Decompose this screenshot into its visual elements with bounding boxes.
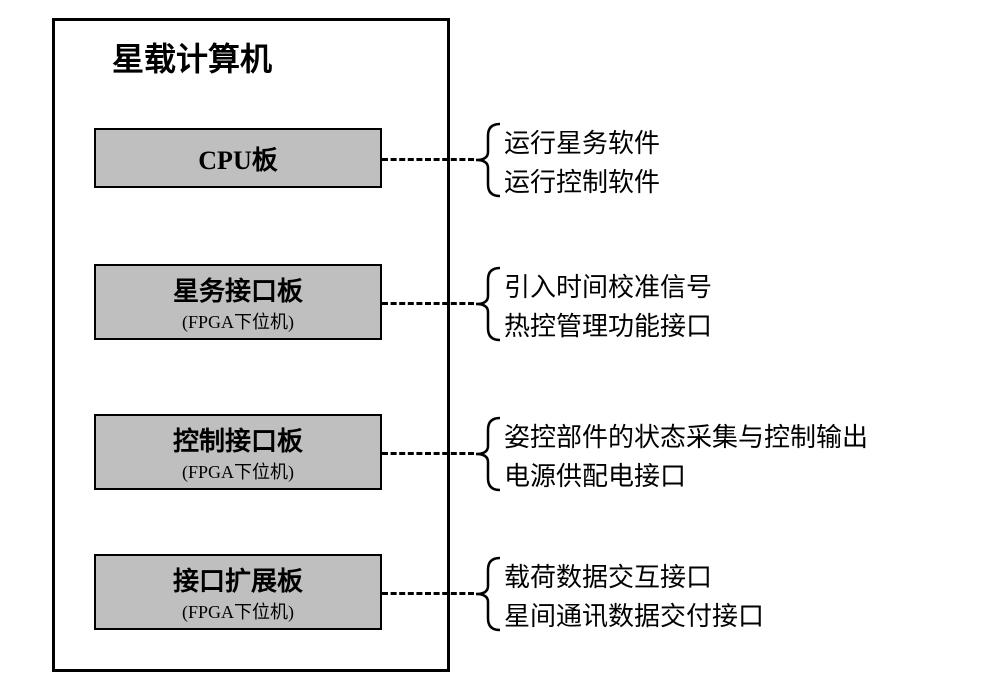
board-subtitle-star: (FPGA下位机) [182, 308, 294, 334]
connector-dash-star [382, 302, 474, 305]
board-title-ctrl: 控制接口板 [173, 421, 303, 458]
desc-line: 姿控部件的状态采集与控制输出 [504, 418, 868, 457]
brace-ext [474, 556, 502, 632]
diagram-title: 星载计算机 [112, 34, 272, 80]
desc-line: 载荷数据交互接口 [504, 558, 764, 597]
desc-line: 运行星务软件 [504, 124, 660, 163]
desc-line: 运行控制软件 [504, 163, 660, 202]
connector-dash-ctrl [382, 452, 474, 455]
board-subtitle-ext: (FPGA下位机) [182, 598, 294, 624]
board-ext: 接口扩展板(FPGA下位机) [94, 554, 382, 630]
board-cpu: CPU板 [94, 128, 382, 188]
board-title-ext: 接口扩展板 [173, 561, 303, 598]
board-title-star: 星务接口板 [173, 271, 303, 308]
brace-star [474, 266, 502, 342]
desc-ctrl: 姿控部件的状态采集与控制输出电源供配电接口 [504, 418, 868, 496]
brace-ctrl [474, 416, 502, 492]
desc-line: 热控管理功能接口 [504, 307, 712, 346]
connector-dash-cpu [382, 158, 474, 161]
desc-line: 电源供配电接口 [504, 457, 868, 496]
board-subtitle-ctrl: (FPGA下位机) [182, 458, 294, 484]
desc-ext: 载荷数据交互接口星间通讯数据交付接口 [504, 558, 764, 636]
connector-dash-ext [382, 592, 474, 595]
brace-cpu [474, 122, 502, 198]
desc-line: 星间通讯数据交付接口 [504, 597, 764, 636]
desc-star: 引入时间校准信号热控管理功能接口 [504, 268, 712, 346]
desc-line: 引入时间校准信号 [504, 268, 712, 307]
board-title-cpu: CPU板 [198, 140, 277, 177]
board-star: 星务接口板(FPGA下位机) [94, 264, 382, 340]
board-ctrl: 控制接口板(FPGA下位机) [94, 414, 382, 490]
desc-cpu: 运行星务软件运行控制软件 [504, 124, 660, 202]
